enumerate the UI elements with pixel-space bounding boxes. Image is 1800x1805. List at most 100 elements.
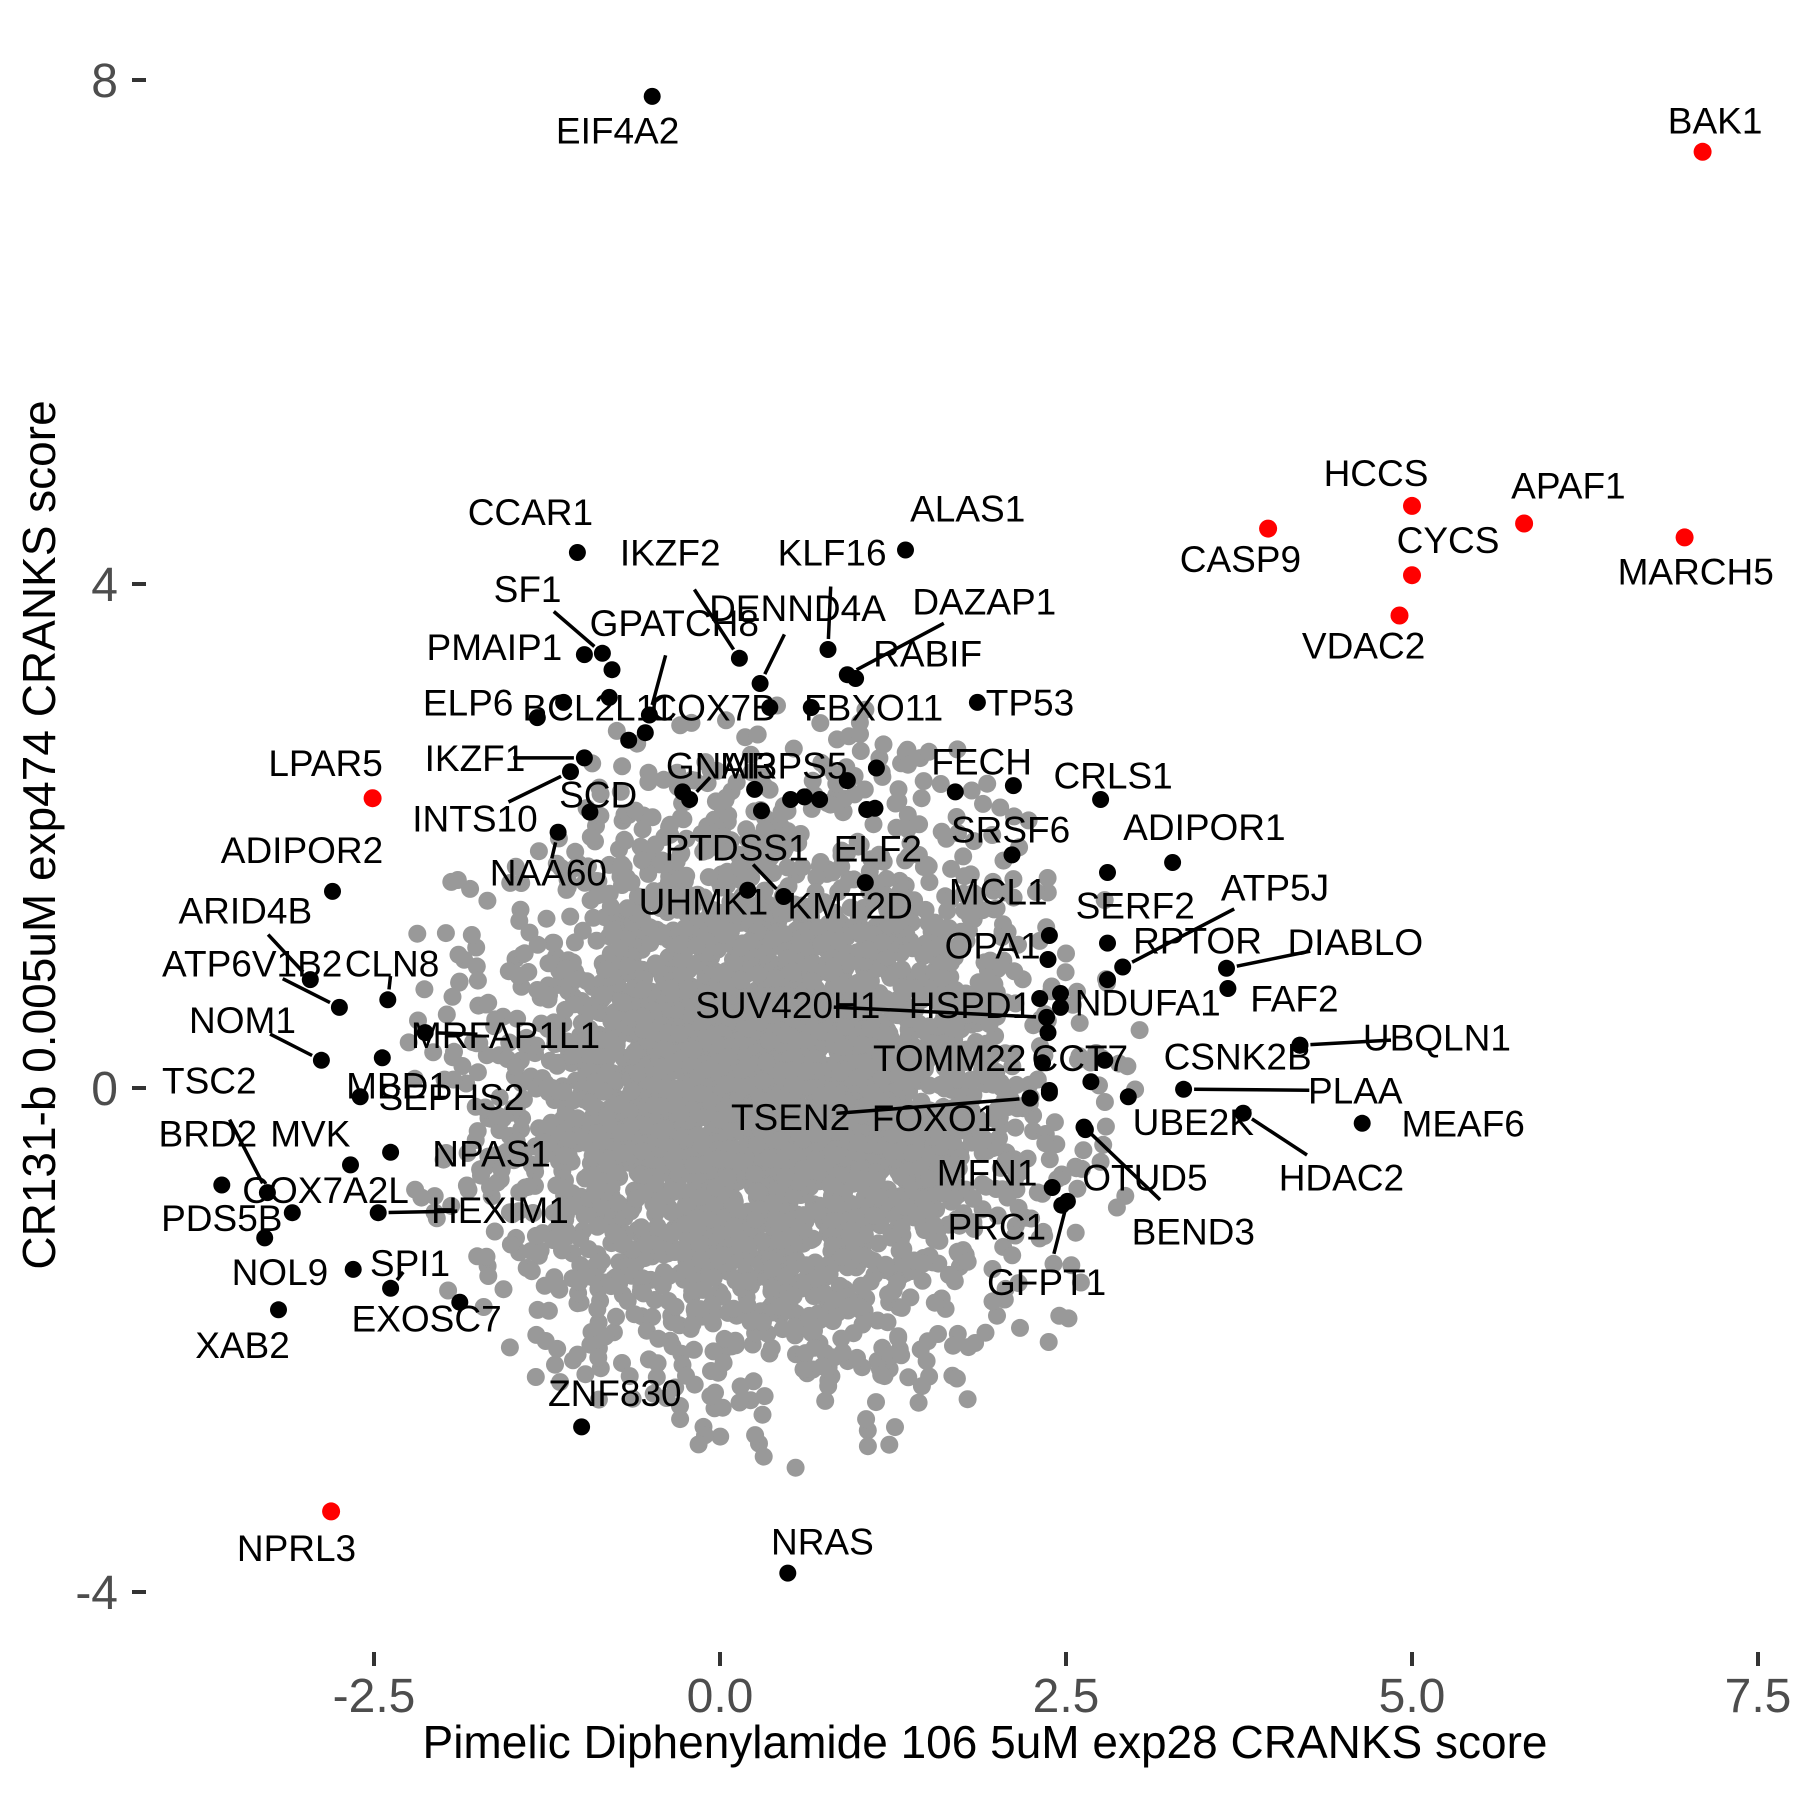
- background-point: [595, 960, 614, 979]
- background-point: [458, 1144, 477, 1162]
- background-point: [449, 945, 468, 964]
- background-point: [997, 993, 1016, 1012]
- background-point: [636, 1235, 655, 1253]
- gene-label-BRD2: BRD2: [159, 1113, 258, 1154]
- background-point: [746, 1426, 765, 1445]
- background-point: [680, 894, 699, 913]
- background-point: [720, 1008, 739, 1027]
- gene-label-RABIF: RABIF: [873, 633, 982, 674]
- background-point: [988, 1206, 1007, 1225]
- background-point: [625, 1305, 644, 1324]
- background-point: [1070, 1013, 1089, 1032]
- background-point: [633, 851, 651, 870]
- background-point: [539, 954, 558, 973]
- background-point: [988, 1306, 1006, 1325]
- background-point: [935, 1079, 954, 1098]
- background-point: [647, 1368, 666, 1387]
- background-point: [920, 1076, 939, 1095]
- background-point: [849, 1133, 868, 1152]
- data-point-FAF2: [1219, 980, 1237, 997]
- background-point: [1071, 1273, 1090, 1292]
- background-point: [916, 945, 935, 963]
- background-point: [727, 773, 746, 792]
- y-tick-label-0: 0: [91, 1063, 118, 1116]
- background-point: [948, 740, 967, 759]
- data-point-IKZF2: [730, 649, 748, 667]
- background-point: [784, 1287, 803, 1305]
- background-point: [594, 985, 613, 1004]
- background-point: [784, 739, 803, 758]
- gene-label-OTUD5: OTUD5: [1082, 1158, 1207, 1199]
- data-point-NPRL3: [322, 1502, 341, 1521]
- background-point: [684, 1040, 703, 1059]
- background-point: [1036, 1134, 1055, 1153]
- background-point: [944, 1336, 962, 1355]
- background-point: [827, 1194, 845, 1213]
- gene-label-MVK: MVK: [270, 1113, 351, 1154]
- background-point: [786, 1458, 805, 1477]
- background-point: [832, 846, 851, 865]
- background-point: [713, 964, 732, 982]
- data-point-XAB2: [270, 1301, 287, 1319]
- background-point: [519, 1177, 538, 1196]
- gene-label-HEXIM1: HEXIM1: [431, 1190, 569, 1231]
- leader-line-DENND4A: [763, 633, 786, 675]
- data-point-SF1: [593, 644, 611, 662]
- background-point: [876, 1255, 895, 1274]
- background-point: [596, 1327, 615, 1346]
- data-point-RABIF: [847, 670, 865, 687]
- gene-label-NDUFA1: NDUFA1: [1075, 982, 1221, 1023]
- background-point: [468, 971, 487, 990]
- background-point: [694, 1280, 712, 1299]
- background-point: [613, 757, 632, 776]
- background-point: [720, 1150, 738, 1169]
- background-point: [670, 1025, 689, 1043]
- background-point: [752, 1232, 771, 1251]
- background-point: [858, 1437, 877, 1456]
- background-point: [508, 1009, 527, 1028]
- gene-label-DAZAP1: DAZAP1: [912, 582, 1056, 623]
- gene-label-PRC1: PRC1: [947, 1207, 1046, 1248]
- background-point: [821, 1176, 840, 1195]
- background-point: [646, 835, 665, 854]
- data-point-TP53: [968, 693, 986, 711]
- background-point: [824, 1004, 843, 1023]
- data-point-NRAS: [779, 1564, 797, 1582]
- background-point: [565, 995, 584, 1014]
- background-point: [853, 1035, 872, 1054]
- background-point: [1038, 869, 1057, 887]
- data-point-GFPT1: [1058, 1192, 1076, 1210]
- background-point: [533, 1133, 552, 1152]
- background-point: [1006, 1118, 1025, 1137]
- background-point: [857, 1410, 876, 1429]
- data-point-KLF16: [819, 641, 837, 658]
- background-point: [405, 1069, 424, 1088]
- background-point: [631, 837, 650, 856]
- background-point: [876, 886, 894, 904]
- background-point: [981, 951, 1000, 970]
- background-point: [716, 1075, 735, 1094]
- data-point-DIABLO: [1218, 959, 1235, 977]
- background-point: [653, 1122, 672, 1140]
- background-point: [474, 1298, 493, 1316]
- background-point: [674, 1126, 693, 1145]
- background-point: [1039, 1333, 1058, 1351]
- background-point: [912, 789, 931, 808]
- background-point: [610, 1095, 628, 1114]
- background-point: [820, 964, 838, 983]
- unlabeled-black-point: [795, 788, 813, 806]
- background-point: [1045, 1113, 1064, 1132]
- background-point: [673, 1080, 692, 1098]
- background-point: [748, 725, 767, 744]
- background-point: [745, 1165, 764, 1183]
- background-point: [796, 1344, 815, 1363]
- background-point: [648, 1354, 667, 1373]
- background-point: [613, 993, 632, 1012]
- background-point: [625, 1043, 644, 1061]
- background-point: [557, 1222, 576, 1241]
- background-point: [762, 1278, 781, 1297]
- background-point: [539, 1301, 558, 1320]
- background-point: [833, 1248, 852, 1267]
- gene-label-CSNK2B: CSNK2B: [1164, 1037, 1312, 1078]
- background-point: [760, 1344, 779, 1363]
